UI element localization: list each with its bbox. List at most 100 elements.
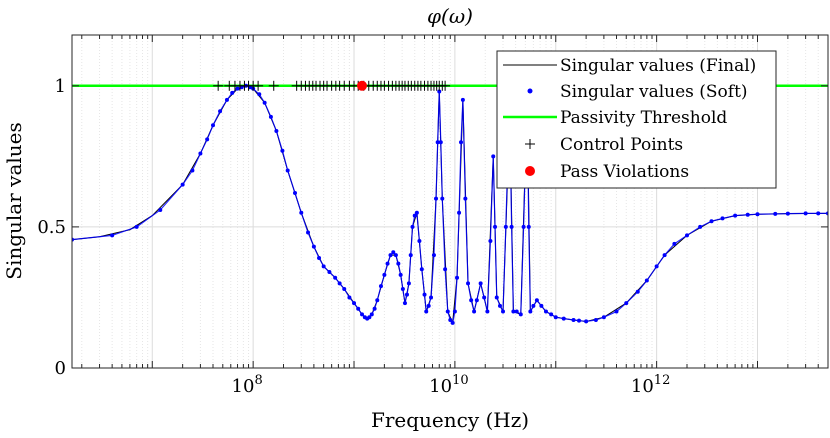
soft-singular-value-point [478, 281, 483, 286]
legend: Singular values (Final) Singular values (… [496, 50, 777, 189]
soft-singular-value-point [293, 191, 298, 196]
soft-singular-value-point [709, 219, 714, 224]
soft-singular-value-point [521, 224, 526, 229]
soft-singular-value-point [457, 210, 462, 215]
chart-title: φ(ω) [427, 4, 473, 28]
soft-singular-value-point [460, 97, 465, 102]
y-tick-label: 1 [55, 76, 66, 97]
soft-singular-value-point [437, 89, 442, 94]
soft-singular-value-point [257, 92, 262, 97]
soft-singular-value-point [577, 318, 582, 323]
legend-label: Singular values (Soft) [560, 82, 748, 102]
soft-singular-value-point [404, 292, 409, 297]
soft-singular-value-point [367, 315, 372, 320]
x-tick-label: 1010 [429, 373, 468, 397]
soft-singular-value-point [445, 309, 450, 314]
soft-singular-values-line [72, 85, 828, 325]
soft-singular-value-point [745, 212, 750, 217]
soft-singular-value-point [385, 261, 390, 266]
soft-singular-value-point [414, 210, 419, 215]
soft-singular-value-point [408, 253, 413, 258]
soft-singular-value-point [501, 309, 506, 314]
soft-singular-value-point [429, 295, 434, 300]
soft-singular-value-point [528, 309, 533, 314]
soft-singular-value-point [274, 128, 279, 133]
y-axis-label: Singular values [2, 122, 26, 280]
legend-label: Singular values (Final) [560, 56, 756, 76]
soft-singular-value-point [424, 309, 429, 314]
soft-singular-value-point [720, 216, 725, 221]
soft-singular-value-point [211, 123, 216, 128]
soft-singular-value-point [337, 281, 342, 286]
y-tick-label: 0 [55, 358, 66, 379]
soft-singular-value-point [285, 168, 290, 173]
soft-singular-value-point [402, 301, 407, 306]
x-tick-label: 108 [232, 373, 263, 397]
soft-singular-value-point [539, 303, 544, 308]
soft-singular-value-point [406, 281, 411, 286]
soft-singular-value-point [459, 140, 464, 145]
soft-singular-value-point [333, 275, 338, 280]
soft-singular-value-point [110, 233, 115, 238]
soft-singular-value-point [488, 239, 493, 244]
legend-entry: Control Points [525, 135, 683, 155]
control-point [440, 80, 451, 91]
soft-singular-value-point [518, 312, 523, 317]
soft-singular-value-point [497, 303, 502, 308]
soft-singular-value-point [593, 318, 598, 323]
control-point [213, 80, 224, 91]
soft-singular-value-point [218, 109, 223, 114]
soft-singular-value-point [224, 97, 229, 102]
soft-singular-value-point [398, 272, 403, 277]
soft-singular-value-point [773, 211, 778, 216]
legend-label: Passivity Threshold [560, 108, 727, 128]
y-tick-label: 0.5 [37, 217, 66, 238]
soft-singular-value-point [438, 140, 443, 145]
soft-singular-value-point [514, 309, 519, 314]
soft-singular-value-point [356, 306, 361, 311]
soft-singular-value-point [474, 298, 479, 303]
soft-singular-value-point [342, 286, 347, 291]
soft-singular-value-point [561, 316, 566, 321]
soft-singular-value-point [417, 239, 422, 244]
soft-singular-value-point [412, 213, 417, 218]
soft-singular-value-point [654, 264, 659, 269]
soft-singular-value-point [503, 224, 508, 229]
soft-singular-value-point [463, 196, 468, 201]
soft-singular-value-point [698, 224, 703, 229]
soft-singular-value-point [352, 301, 357, 306]
soft-singular-value-point [455, 275, 460, 280]
soft-singular-value-point [482, 295, 487, 300]
soft-singular-value-point [816, 211, 821, 216]
soft-singular-value-point [422, 292, 427, 297]
soft-singular-value-point [321, 264, 326, 269]
soft-singular-value-point [450, 320, 455, 325]
soft-singular-value-point [493, 224, 498, 229]
soft-singular-value-point [624, 301, 629, 306]
soft-singular-value-point [375, 298, 380, 303]
soft-singular-value-point [426, 303, 431, 308]
soft-singular-value-point [785, 211, 790, 216]
soft-singular-value-point [803, 211, 808, 216]
legend-entry: Pass Violations [525, 162, 689, 182]
axis-ticks: 0 0.5 1 108 1010 1012 [37, 35, 829, 397]
soft-singular-value-point [317, 255, 322, 260]
soft-singular-value-point [347, 295, 352, 300]
soft-singular-value-point [509, 224, 514, 229]
soft-singular-value-point [378, 284, 383, 289]
legend-swatch [525, 166, 535, 176]
soft-singular-value-point [360, 312, 365, 317]
soft-singular-value-point [198, 151, 203, 156]
soft-singular-value-point [584, 319, 589, 324]
soft-singular-value-point [431, 253, 436, 258]
soft-singular-value-point [400, 286, 405, 291]
soft-singular-value-point [531, 303, 536, 308]
soft-singular-value-point [644, 278, 649, 283]
soft-singular-value-point [391, 250, 396, 255]
soft-singular-value-point [369, 312, 374, 317]
legend-entry: Singular values (Final) [503, 56, 756, 76]
soft-singular-value-point [491, 154, 496, 159]
legend-box [496, 50, 777, 189]
soft-singular-value-point [393, 253, 398, 258]
